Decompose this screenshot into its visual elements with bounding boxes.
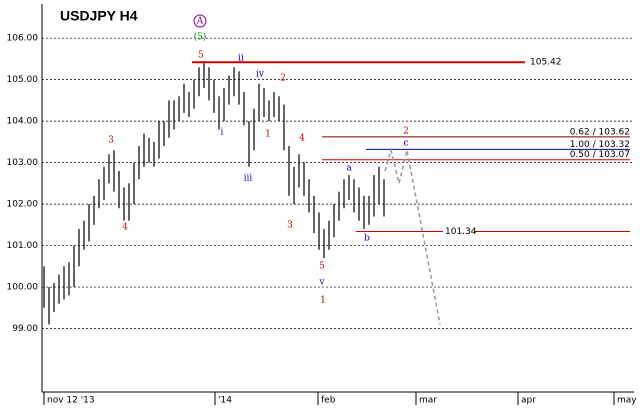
wave-label: 5	[319, 262, 325, 272]
x-tick-label: '14	[218, 396, 232, 406]
wave-label: i	[221, 128, 224, 138]
level-label: 105.42	[530, 58, 562, 68]
x-tick-label: feb	[321, 396, 336, 406]
chart-title: USDJPY H4	[60, 8, 138, 24]
x-tick-label: mar	[419, 396, 437, 406]
level-label: 0.62 / 103.62	[570, 127, 630, 137]
wave-label: iv	[256, 70, 265, 80]
wave-label: A	[196, 17, 204, 27]
y-tick-label: 101.00	[7, 241, 39, 251]
label-bg	[443, 225, 475, 238]
wave-label: iii	[244, 174, 253, 184]
x-tick-label: may	[617, 396, 637, 406]
level-label: 0.50 / 103.07	[570, 150, 630, 160]
wave-label: c	[403, 139, 408, 149]
wave-label: 5	[198, 51, 204, 61]
x-tick-label: nov 12 '13	[47, 396, 95, 406]
wave-label: 3	[287, 221, 293, 231]
wave-label: 3	[108, 136, 114, 146]
y-tick-label: 104.00	[7, 117, 39, 127]
y-tick-label: 100.00	[7, 283, 39, 293]
y-tick-label: 105.00	[7, 75, 39, 85]
annotation-circle	[193, 14, 207, 28]
wave-label: v	[318, 278, 325, 288]
wave-label: a	[346, 164, 352, 174]
wave-label: 1	[320, 296, 326, 306]
wave-label: 2	[280, 74, 286, 84]
level-label: 101.34	[445, 227, 477, 237]
x-tick-label: apr	[521, 396, 536, 406]
wave-label: ii	[238, 54, 244, 64]
y-tick-label: 106.00	[7, 34, 39, 44]
y-tick-label: 102.00	[7, 200, 39, 210]
y-tick-label: 99.00	[12, 324, 38, 334]
wave-label: 1	[265, 130, 271, 140]
projection	[384, 147, 441, 325]
wave-label: b	[364, 234, 370, 244]
wave-label: (5)	[194, 32, 207, 43]
y-tick-label: 103.00	[7, 158, 39, 168]
wave-label: 4	[299, 134, 305, 144]
wave-label: 4	[122, 223, 128, 233]
wave-label: 2	[403, 127, 409, 137]
level-label: 1.00 / 103.32	[570, 140, 630, 150]
